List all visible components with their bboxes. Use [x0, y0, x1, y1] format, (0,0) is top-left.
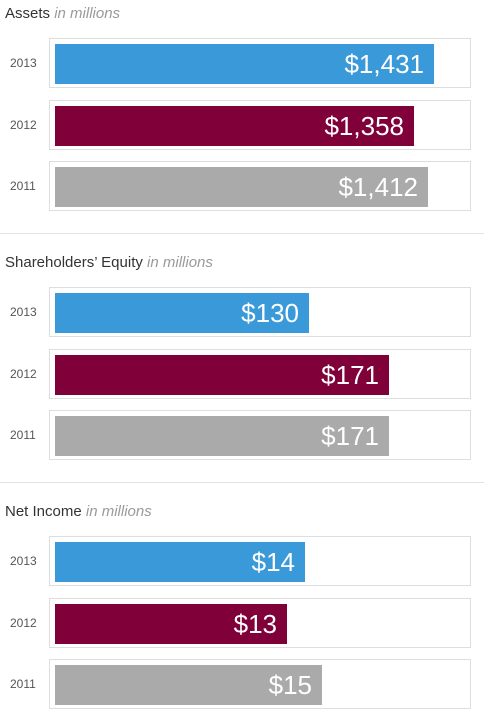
equity-bar-2013: $130 — [55, 293, 309, 333]
equity-row-2012: 2012 $171 — [0, 349, 484, 399]
net-income-bar-2012: $13 — [55, 604, 287, 644]
net-income-value-label: $14 — [251, 547, 295, 577]
equity-year-label: 2013 — [10, 305, 37, 319]
assets-value-label: $1,431 — [344, 49, 424, 79]
net-income-value-label: $13 — [233, 609, 277, 639]
net-income-row-2011: 2011 $15 — [0, 659, 484, 709]
equity-row-2011: 2011 $171 — [0, 410, 484, 460]
equity-value-label: $130 — [241, 298, 299, 328]
equity-bar-track: $171 — [49, 349, 471, 399]
net-income-row-2012: 2012 $13 — [0, 598, 484, 648]
net-income-row-2013: 2013 $14 — [0, 536, 484, 586]
net-income-year-label: 2013 — [10, 554, 37, 568]
net-income-bar-2013: $14 — [55, 542, 305, 582]
equity-row-2013: 2013 $130 — [0, 287, 484, 337]
equity-title: Shareholders’ Equity in millions — [5, 254, 213, 271]
net-income-title-text: Net Income — [5, 503, 82, 520]
assets-value-label: $1,358 — [324, 111, 404, 141]
equity-bar-track: $171 — [49, 410, 471, 460]
equity-bar-2011: $171 — [55, 416, 389, 456]
assets-year-label: 2011 — [10, 179, 36, 193]
equity-chart: Shareholders’ Equity in millions 2013 $1… — [0, 249, 484, 482]
assets-title: Assets in millions — [5, 5, 120, 22]
net-income-chart: Net Income in millions 2013 $14 2012 $13… — [0, 498, 484, 720]
assets-bar-track: $1,412 — [49, 161, 471, 211]
assets-row-2011: 2011 $1,412 — [0, 161, 484, 211]
assets-bar-2012: $1,358 — [55, 106, 414, 146]
assets-row-2013: 2013 $1,431 — [0, 38, 484, 88]
assets-bar-2013: $1,431 — [55, 44, 434, 84]
equity-year-label: 2011 — [10, 428, 36, 442]
net-income-value-label: $15 — [268, 670, 312, 700]
assets-year-label: 2012 — [10, 118, 37, 132]
assets-year-label: 2013 — [10, 56, 37, 70]
assets-bar-track: $1,358 — [49, 100, 471, 150]
section-divider — [0, 233, 484, 234]
net-income-bar-track: $15 — [49, 659, 471, 709]
equity-subtitle: in millions — [147, 254, 213, 271]
net-income-bar-2011: $15 — [55, 665, 322, 705]
assets-row-2012: 2012 $1,358 — [0, 100, 484, 150]
assets-value-label: $1,412 — [338, 172, 418, 202]
equity-title-text: Shareholders’ Equity — [5, 254, 143, 271]
equity-bar-2012: $171 — [55, 355, 389, 395]
net-income-year-label: 2011 — [10, 677, 36, 691]
assets-bar-track: $1,431 — [49, 38, 471, 88]
net-income-year-label: 2012 — [10, 616, 37, 630]
net-income-subtitle: in millions — [85, 503, 152, 520]
equity-bar-track: $130 — [49, 287, 471, 337]
section-divider — [0, 482, 484, 483]
equity-value-label: $171 — [321, 421, 379, 451]
net-income-title: Net Income in millions — [5, 503, 152, 520]
assets-bar-2011: $1,412 — [55, 167, 428, 207]
net-income-bar-track: $14 — [49, 536, 471, 586]
net-income-bar-track: $13 — [49, 598, 471, 648]
assets-subtitle: in millions — [54, 5, 121, 22]
equity-year-label: 2012 — [10, 367, 37, 381]
assets-title-text: Assets — [5, 5, 51, 22]
assets-chart: Assets in millions 2013 $1,431 2012 $1,3… — [0, 0, 484, 233]
equity-value-label: $171 — [321, 360, 379, 390]
